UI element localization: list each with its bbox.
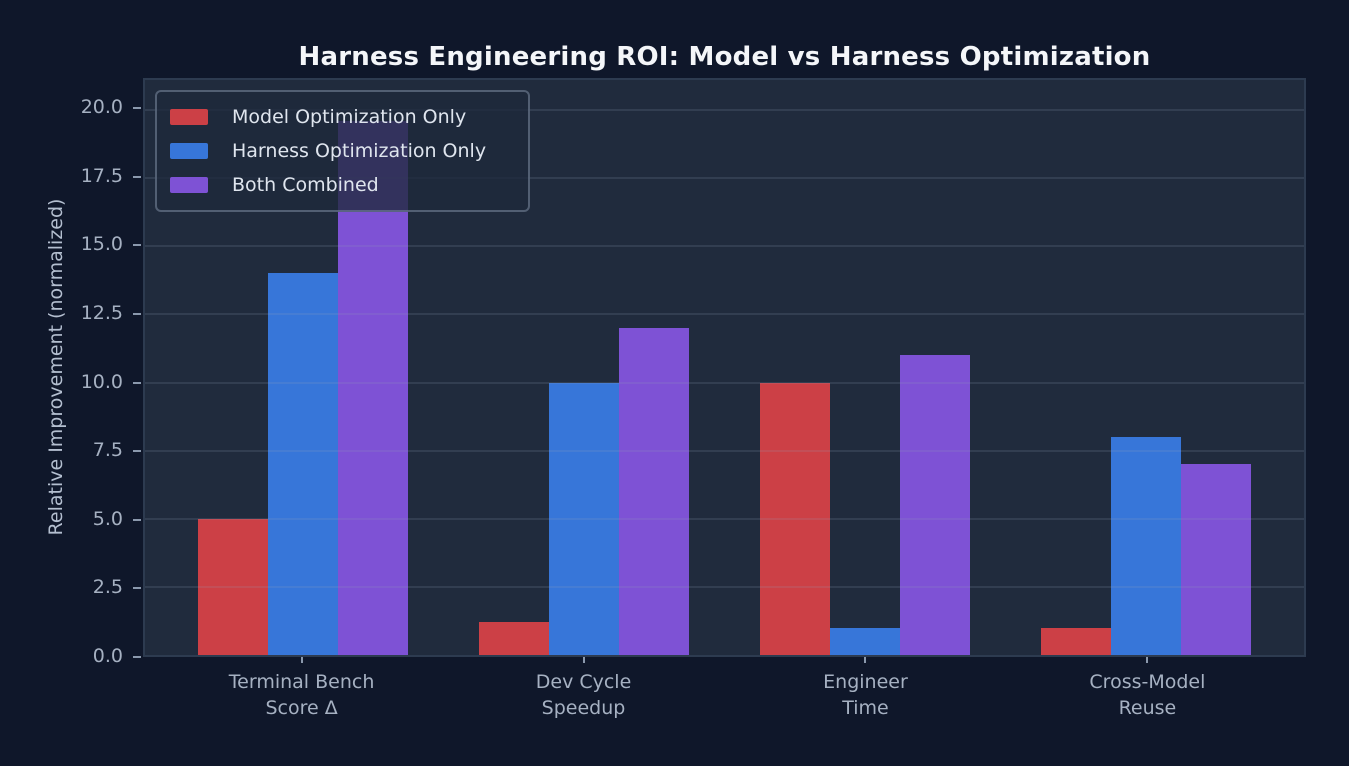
y-tick-label: 15.0 xyxy=(80,233,123,256)
bar-model-optimization-only xyxy=(759,382,830,655)
y-tick-label: 10.0 xyxy=(80,370,123,393)
legend-row: Harness Optimization Only xyxy=(170,134,486,168)
bar-both-combined xyxy=(619,328,689,655)
y-tick-label: 20.0 xyxy=(80,96,123,119)
y-tick-mark xyxy=(133,312,141,315)
bar-model-optimization-only xyxy=(198,518,269,655)
y-axis-label: Relative Improvement (normalized) xyxy=(45,198,67,536)
legend-label: Model Optimization Only xyxy=(232,106,467,128)
bar-group xyxy=(759,80,970,655)
plot-area: Model Optimization Only Harness Optimizat… xyxy=(143,78,1306,657)
y-tick-label: 12.5 xyxy=(80,301,123,324)
x-tick-label: Cross-Model Reuse xyxy=(1089,671,1206,719)
y-tick-mark xyxy=(133,450,141,453)
y-tick-mark xyxy=(133,587,141,590)
bar-both-combined xyxy=(1180,464,1251,655)
y-tick-label: 5.0 xyxy=(92,507,123,530)
bar-model-optimization-only xyxy=(479,622,549,655)
bar-harness-optimization-only xyxy=(268,273,339,655)
x-tick-label: Engineer Time xyxy=(823,671,908,719)
bar-both-combined xyxy=(899,355,970,655)
y-tick-mark xyxy=(133,656,141,658)
y-tick-mark xyxy=(133,175,141,178)
y-tick-mark xyxy=(133,244,141,247)
x-tick-mark xyxy=(582,657,585,663)
chart-title: Harness Engineering ROI: Model vs Harnes… xyxy=(298,42,1151,72)
legend-label: Harness Optimization Only xyxy=(232,140,487,162)
y-tick-label: 0.0 xyxy=(92,645,123,667)
x-tick-label: Terminal Bench Score Δ xyxy=(228,671,375,719)
legend-swatch xyxy=(170,143,208,159)
bar-group xyxy=(1040,80,1251,655)
legend-row: Both Combined xyxy=(170,168,486,202)
x-tick-mark xyxy=(300,657,303,663)
y-tick-mark xyxy=(133,381,141,384)
legend-row: Model Optimization Only xyxy=(170,100,486,134)
x-tick-mark xyxy=(1146,657,1149,663)
y-tick-label: 2.5 xyxy=(92,576,123,599)
legend-swatch xyxy=(170,109,208,125)
x-tick-mark xyxy=(864,657,867,663)
legend: Model Optimization Only Harness Optimizat… xyxy=(155,90,531,212)
bar-group xyxy=(479,80,689,655)
y-tick-mark xyxy=(133,518,141,521)
legend-label: Both Combined xyxy=(232,174,379,196)
bar-harness-optimization-only xyxy=(829,627,900,655)
y-tick-mark xyxy=(133,107,141,110)
legend-swatch xyxy=(170,177,208,193)
y-tick-label: 7.5 xyxy=(92,439,123,462)
y-tick-label: 17.5 xyxy=(80,164,123,187)
bar-model-optimization-only xyxy=(1040,627,1111,655)
bar-harness-optimization-only xyxy=(549,382,619,655)
x-tick-label: Dev Cycle Speedup xyxy=(535,671,632,719)
bar-harness-optimization-only xyxy=(1110,437,1181,655)
